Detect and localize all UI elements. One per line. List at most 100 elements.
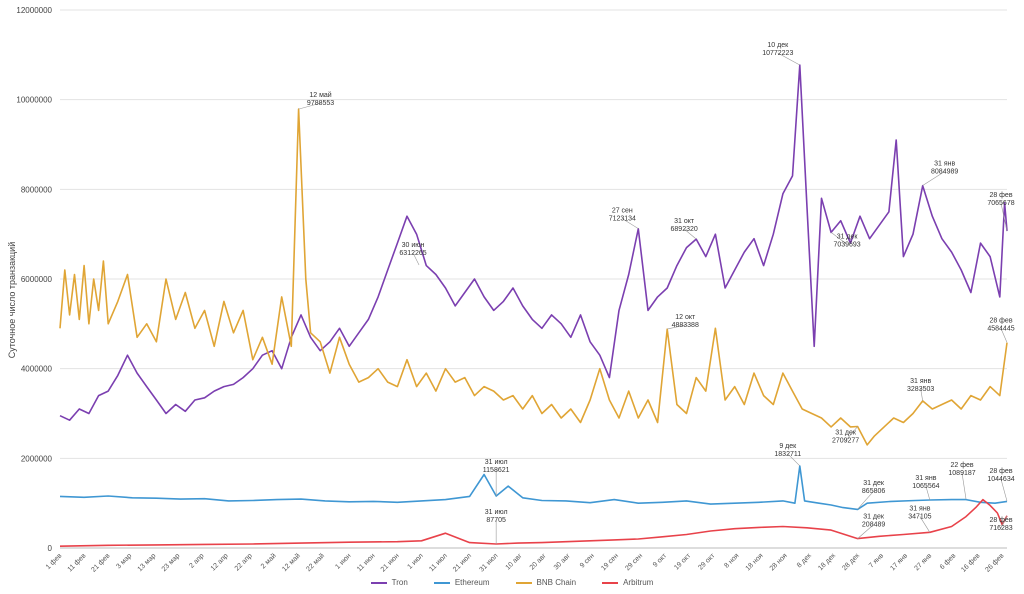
series-line-arbitrum	[59, 498, 1008, 547]
annotation-value: 10772223	[762, 50, 793, 57]
annotation-leader	[298, 102, 321, 110]
annotation-value: 6892320	[671, 226, 698, 233]
annotation-leader	[412, 252, 420, 266]
x-tick-label: 2 май	[259, 552, 278, 571]
x-tick-label: 11 июл	[428, 552, 449, 573]
annotation-leader	[920, 388, 923, 401]
x-tick-label: 27 янв	[913, 552, 933, 572]
annotation-date: 31 дек	[837, 233, 859, 240]
x-tick-label: 1 фев	[45, 552, 64, 571]
annotation-leader	[857, 490, 874, 510]
x-tick-label: 16 фев	[960, 552, 981, 573]
annotation-value: 6312265	[399, 250, 426, 257]
grid-lines	[60, 9, 1007, 549]
series-line-ethereum	[59, 465, 1008, 511]
x-tick-label: 21 июн	[380, 552, 401, 573]
x-tick-label: 28 ноя	[769, 552, 789, 572]
x-tick-label: 10 авг	[505, 552, 524, 571]
x-tick-label: 11 фев	[67, 552, 88, 573]
legend-item-ethereum[interactable]: Ethereum	[433, 578, 490, 587]
x-tick-label: 8 дек	[796, 552, 814, 570]
annotation-date: 31 дек	[863, 480, 885, 487]
x-tick-label: 9 сен	[579, 552, 596, 569]
y-tick-label: 2000000	[21, 454, 53, 463]
x-tick-label: 26 фев	[984, 552, 1005, 573]
annotation-date: 28 фев	[989, 468, 1012, 475]
legend: Tron Ethereum BNB Chain Arbitrum	[0, 578, 1024, 587]
x-tick-label: 20 авг	[529, 552, 548, 571]
annotation-date: 22 фев	[950, 462, 973, 469]
annotation-value: 1832711	[774, 451, 801, 458]
legend-label-arbitrum: Arbitrum	[623, 578, 654, 587]
series-lines	[59, 64, 1008, 547]
legend-label-ethereum: Ethereum	[454, 578, 490, 587]
legend-item-arbitrum[interactable]: Arbitrum	[602, 578, 653, 587]
annotation-leader	[787, 453, 800, 467]
annotation-leader	[777, 52, 800, 66]
x-tick-label: 12 май	[281, 552, 303, 574]
annotation-date: 31 дек	[835, 430, 857, 437]
x-tick-label: 22 май	[305, 552, 327, 574]
annotation-leader	[845, 426, 858, 441]
x-tick-label: 17 янв	[889, 552, 909, 572]
annotation-value: 9788553	[307, 100, 334, 107]
annotation-date: 28 фев	[989, 317, 1012, 324]
y-tick-label: 0	[48, 544, 53, 553]
series-line-tron	[59, 64, 1008, 421]
annotation-leader	[667, 324, 686, 330]
annotation-value: 4584445	[987, 325, 1014, 332]
annotation-date: 31 янв	[910, 378, 931, 385]
annotation-value: 1089187	[948, 470, 975, 477]
annotation-value: 1044634	[987, 476, 1014, 483]
annotation-value: 8084989	[931, 169, 958, 176]
legend-swatch-bnb-chain	[515, 581, 532, 584]
annotation-value: 7123134	[609, 216, 636, 223]
annotation-value: 1158621	[483, 467, 510, 474]
annotation-date: 10 дек	[767, 42, 789, 49]
annotation-value: 4883388	[672, 322, 699, 329]
x-tick-label: 29 окт	[697, 552, 717, 572]
legend-item-tron[interactable]: Tron	[370, 578, 408, 587]
annotation-leader	[925, 486, 931, 501]
annotation-date: 31 янв	[934, 161, 955, 168]
annotation-value: 7065678	[987, 200, 1014, 207]
annotation-value: 347105	[908, 513, 931, 520]
legend-label-tron: Tron	[391, 578, 408, 587]
annotation-date: 28 фев	[989, 192, 1012, 199]
annotation-date: 31 янв	[909, 505, 930, 512]
y-tick-label: 4000000	[21, 365, 53, 374]
y-tick-label: 10000000	[16, 96, 52, 105]
annotation-date: 27 сен	[612, 208, 633, 215]
legend-label-bnb-chain: BNB Chain	[536, 578, 577, 587]
legend-swatch-arbitrum	[602, 581, 619, 584]
annotation-leader	[922, 171, 945, 186]
annotation-date: 31 дек	[863, 514, 885, 521]
annotation-date: 12 май	[309, 91, 331, 99]
annotation-leader	[830, 232, 848, 245]
annotation-value: 208489	[862, 522, 885, 529]
x-tick-label: 1 июл	[407, 552, 425, 570]
x-tick-label: 11 июн	[356, 552, 377, 573]
x-tick-label: 6 фев	[939, 552, 958, 571]
legend-item-bnb-chain[interactable]: BNB Chain	[515, 578, 577, 587]
annotation-value: 1065564	[912, 483, 939, 490]
annotation-value: 87705	[486, 517, 506, 524]
y-tick-label: 12000000	[16, 6, 52, 15]
annotation-leader	[1000, 203, 1008, 232]
y-axis-label: Суточное число транзакций	[7, 242, 17, 358]
x-tick-label: 21 фев	[90, 552, 111, 573]
x-tick-label: 21 июл	[452, 552, 473, 573]
x-tick-label: 31 июл	[478, 552, 499, 573]
annotation-leader	[961, 473, 967, 500]
x-tick-label: 30 авг	[553, 552, 572, 571]
annotation-value: 3283503	[907, 386, 934, 393]
annotation-value: 2709277	[832, 438, 859, 445]
x-tick-label: 3 мар	[115, 552, 133, 570]
annotation-leader	[1000, 515, 1008, 529]
x-tick-label: 29 сен	[624, 552, 644, 572]
annotation-leader	[683, 228, 697, 240]
annotation-date: 31 июл	[485, 459, 508, 466]
annotation-value: 865806	[862, 488, 885, 495]
annotation-date: 28 фев	[989, 517, 1012, 524]
annotation-date: 30 июн	[402, 242, 425, 249]
